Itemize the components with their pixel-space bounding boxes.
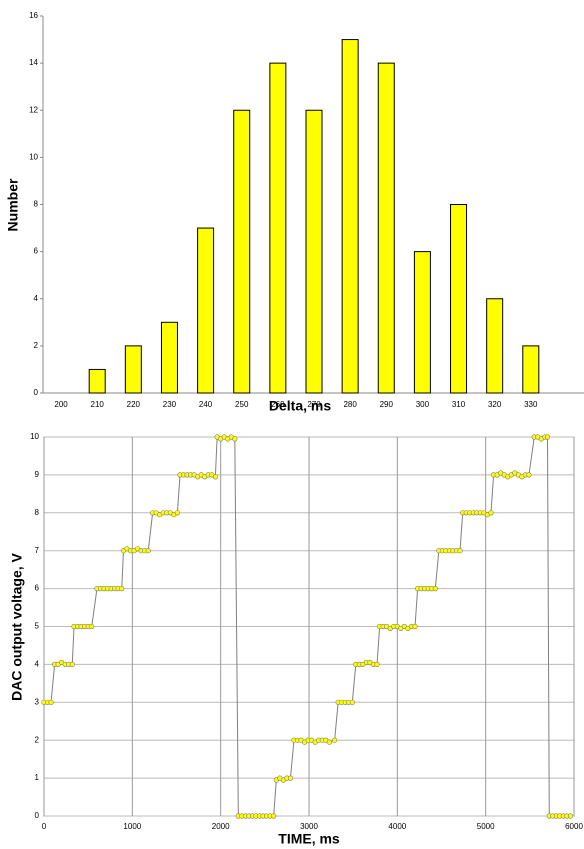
data-point [232, 436, 238, 442]
data-point [332, 737, 338, 743]
x-tick-label: 280 [343, 400, 357, 409]
x-tick-label: 200 [54, 400, 68, 409]
x-tick-label: 270 [307, 400, 321, 409]
y-tick-label: 14 [29, 58, 38, 67]
bar [413, 251, 431, 394]
x-tick-label: 220 [127, 400, 141, 409]
y-tick-label: 10 [30, 432, 39, 441]
x-tick-label: 250 [235, 400, 249, 409]
x-tick-label: 4000 [388, 822, 406, 831]
data-point [145, 548, 151, 554]
bar [377, 62, 395, 394]
x-tick-label: 320 [488, 400, 502, 409]
y-tick-label: 10 [29, 152, 38, 161]
data-point [89, 623, 95, 630]
data-point [432, 585, 438, 592]
data-point [119, 585, 125, 592]
y-tick-label: 9 [35, 470, 40, 479]
bar [124, 345, 142, 394]
data-point [349, 699, 355, 705]
bar [88, 368, 106, 394]
x-tick-label: 2000 [212, 822, 230, 831]
y-tick-label: 12 [29, 105, 38, 114]
bar [305, 109, 323, 394]
y-tick-label: 6 [35, 584, 40, 593]
y-tick-label: 3 [35, 697, 40, 706]
x-tick-label: 310 [452, 400, 466, 409]
y-tick-label: 4 [35, 660, 40, 669]
bar [197, 227, 215, 394]
data-point [544, 434, 551, 440]
x-tick-label: 0 [42, 822, 47, 831]
data-point [271, 813, 277, 819]
y-tick-label: 1 [35, 773, 40, 782]
y-tick-label: 16 [29, 11, 38, 20]
y-tick-label: 7 [35, 546, 40, 555]
x-tick-label: 260 [271, 400, 285, 409]
y-tick-label: 8 [35, 508, 40, 517]
y-axis-title: Number [5, 178, 21, 231]
x-tick-label: 6000 [565, 822, 583, 831]
y-tick-label: 2 [35, 735, 40, 744]
x-axis-title: TIME, ms [278, 831, 340, 847]
bar [450, 204, 468, 394]
x-tick-label: 330 [524, 400, 538, 409]
x-tick-label: 5000 [477, 822, 495, 831]
x-tick-label: 3000 [300, 822, 318, 831]
x-tick-label: 290 [380, 400, 394, 409]
y-tick-label: 0 [34, 388, 39, 397]
x-tick-label: 1000 [123, 822, 141, 831]
x-tick-label: 300 [416, 400, 430, 409]
y-tick-label: 0 [35, 811, 40, 820]
y-tick-label: 5 [35, 622, 40, 631]
bar [522, 345, 540, 394]
data-point [567, 813, 574, 819]
data-point [287, 775, 294, 781]
x-tick-label: 240 [199, 400, 213, 409]
data-point [174, 510, 180, 516]
data-point [526, 472, 532, 478]
data-point [488, 510, 494, 516]
bar [233, 109, 251, 394]
x-axis-title: Delta, ms [269, 398, 331, 414]
data-point [69, 661, 75, 668]
bar [269, 62, 287, 394]
data-point [457, 548, 463, 554]
x-tick-label: 230 [163, 400, 177, 409]
y-tick-label: 2 [34, 341, 39, 350]
data-point [412, 623, 418, 630]
y-tick-label: 4 [34, 294, 39, 303]
y-tick-label: 6 [34, 247, 39, 256]
data-point [212, 474, 218, 480]
y-tick-label: 8 [34, 200, 39, 209]
data-point [326, 739, 332, 745]
bar [486, 298, 504, 394]
data-point [48, 699, 54, 705]
bar [341, 39, 359, 394]
x-tick-label: 210 [91, 400, 105, 409]
data-point [374, 661, 380, 668]
bar [160, 321, 178, 394]
y-axis-title: DAC output voltage, V [9, 552, 25, 700]
